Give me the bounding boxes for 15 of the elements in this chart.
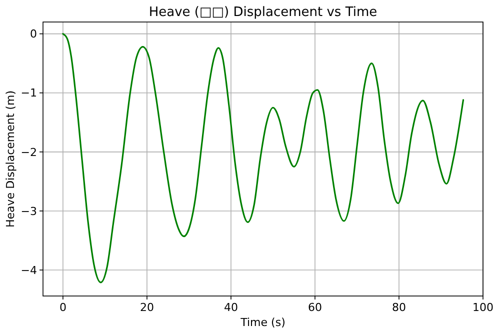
x-tick-label: 20 [140,301,154,314]
y-tick-label: −2 [20,146,37,159]
y-tick-label: −3 [20,204,37,218]
x-tick-label: 100 [472,301,494,314]
x-tick-label: 0 [59,301,66,314]
y-axis-title: Heave Displacement (m) [4,90,17,228]
y-tick-label: −1 [20,86,37,100]
line-series [62,33,464,284]
x-tick-label: 80 [392,301,406,314]
x-axis-title: Time (s) [240,316,286,329]
x-tick-label: 60 [308,301,322,314]
chart-title: Heave (□□) Displacement vs Time [148,5,378,20]
y-tick-label: 0 [30,28,37,41]
y-tick-label: −4 [20,264,37,277]
x-tick-label: 40 [224,301,238,314]
